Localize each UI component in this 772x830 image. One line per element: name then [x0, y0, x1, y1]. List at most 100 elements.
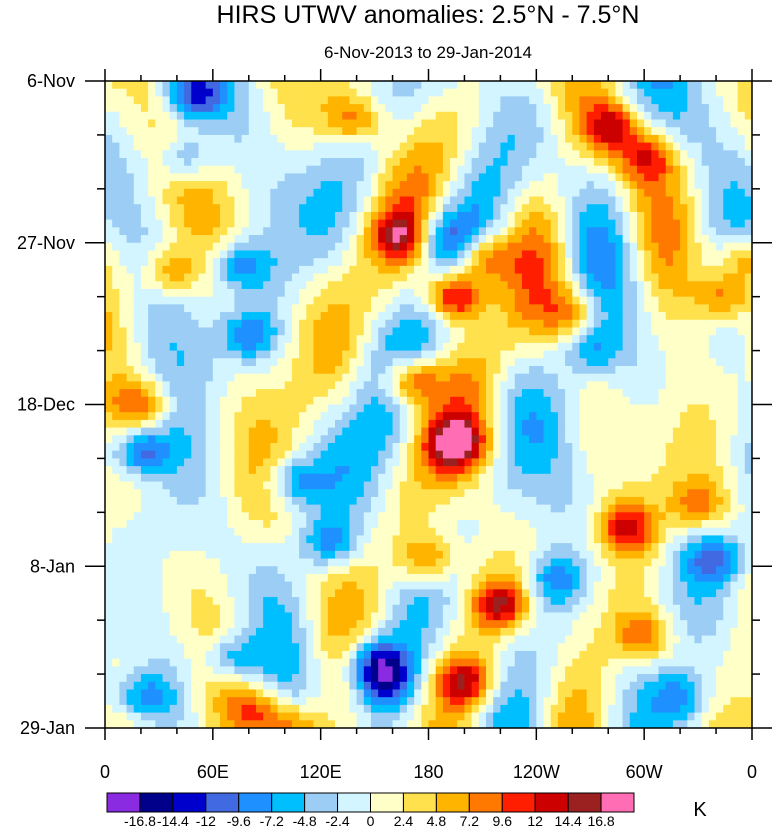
heatmap-cell — [608, 489, 617, 498]
heatmap-cell — [140, 435, 149, 444]
heatmap-cell — [370, 404, 379, 413]
heatmap-cell — [687, 211, 696, 221]
heatmap-cell — [557, 443, 566, 452]
heatmap-cell — [198, 389, 207, 398]
heatmap-cell — [313, 88, 322, 97]
heatmap-cell — [450, 158, 458, 167]
heatmap-cell — [363, 158, 372, 167]
heatmap-cell — [133, 296, 142, 305]
heatmap-cell — [363, 427, 372, 436]
heatmap-cell — [572, 158, 581, 167]
heatmap-cell — [608, 389, 617, 398]
heatmap-cell — [133, 396, 142, 406]
heatmap-cell — [363, 396, 372, 406]
heatmap-cell — [370, 173, 379, 182]
heatmap-cell — [450, 235, 458, 244]
heatmap-cell — [543, 158, 552, 167]
heatmap-cell — [579, 227, 588, 236]
heatmap-cell — [184, 365, 192, 375]
heatmap-cell — [306, 181, 315, 190]
heatmap-cell — [486, 81, 494, 90]
heatmap-cell — [471, 173, 480, 182]
heatmap-cell — [176, 273, 185, 282]
heatmap-cell — [342, 165, 351, 175]
heatmap-cell — [586, 419, 595, 429]
heatmap-cell — [184, 350, 192, 359]
heatmap-cell — [370, 365, 379, 375]
heatmap-cell — [665, 304, 674, 313]
heatmap-cell — [450, 450, 458, 460]
heatmap-cell — [608, 473, 617, 483]
heatmap-cell — [291, 304, 300, 313]
heatmap-cell — [543, 481, 552, 490]
heatmap-cell — [730, 150, 739, 159]
heatmap-cell — [521, 104, 530, 113]
heatmap-cell — [629, 496, 638, 506]
heatmap-cell — [744, 196, 752, 205]
heatmap-cell — [572, 258, 581, 267]
heatmap-cell — [701, 235, 710, 244]
heatmap-cell — [370, 288, 379, 298]
heatmap-cell — [593, 427, 602, 436]
heatmap-cell — [651, 165, 660, 175]
heatmap-cell — [442, 235, 451, 244]
heatmap-cell — [550, 204, 559, 213]
heatmap-cell — [672, 88, 681, 97]
heatmap-cell — [133, 389, 142, 398]
heatmap-cell — [370, 358, 379, 367]
heatmap-cell — [680, 127, 688, 136]
heatmap-cell — [363, 265, 372, 275]
heatmap-cell — [608, 358, 617, 367]
heatmap-cell — [486, 250, 494, 259]
heatmap-cell — [299, 335, 307, 344]
heatmap-cell — [392, 489, 401, 498]
heatmap-cell — [370, 104, 379, 113]
heatmap-cell — [392, 381, 401, 390]
heatmap-cell — [399, 142, 408, 151]
heatmap-cell — [363, 242, 372, 252]
heatmap-cell — [565, 304, 573, 313]
heatmap-cell — [421, 335, 430, 344]
heatmap-cell — [730, 358, 739, 367]
heatmap-cell — [708, 250, 717, 259]
heatmap-cell — [399, 111, 408, 121]
heatmap-cell — [744, 365, 752, 375]
heatmap-cell — [342, 188, 351, 198]
heatmap-cell — [550, 358, 559, 367]
heatmap-cell — [500, 466, 509, 475]
heatmap-cell — [514, 365, 523, 375]
heatmap-cell — [680, 404, 688, 413]
heatmap-cell — [126, 204, 135, 213]
heatmap-cell — [442, 219, 451, 228]
heatmap-cell — [227, 342, 235, 352]
heatmap-cell — [421, 281, 430, 290]
heatmap-cell — [716, 450, 724, 460]
heatmap-cell — [701, 104, 710, 113]
heatmap-cell — [335, 496, 343, 506]
heatmap-cell — [486, 273, 494, 282]
heatmap-cell — [263, 235, 271, 244]
heatmap-cell — [176, 165, 185, 175]
heatmap-cell — [198, 211, 207, 221]
heatmap-cell — [155, 165, 164, 175]
heatmap-cell — [313, 427, 322, 436]
heatmap-cell — [529, 312, 537, 321]
heatmap-cell — [629, 242, 638, 252]
heatmap-cell — [356, 150, 365, 159]
heatmap-cell — [378, 389, 386, 398]
heatmap-cell — [493, 443, 501, 452]
heatmap-cell — [140, 134, 149, 144]
heatmap-cell — [687, 296, 696, 305]
heatmap-cell — [162, 219, 171, 228]
heatmap-cell — [586, 427, 595, 436]
heatmap-cell — [608, 304, 617, 313]
heatmap-cell — [176, 350, 185, 359]
heatmap-cell — [335, 111, 343, 121]
heatmap-cell — [507, 281, 516, 290]
heatmap-cell — [406, 288, 415, 298]
heatmap-cell — [716, 435, 724, 444]
heatmap-cell — [105, 358, 113, 367]
heatmap-cell — [457, 412, 466, 421]
heatmap-cell — [644, 443, 652, 452]
heatmap-cell — [687, 258, 696, 267]
